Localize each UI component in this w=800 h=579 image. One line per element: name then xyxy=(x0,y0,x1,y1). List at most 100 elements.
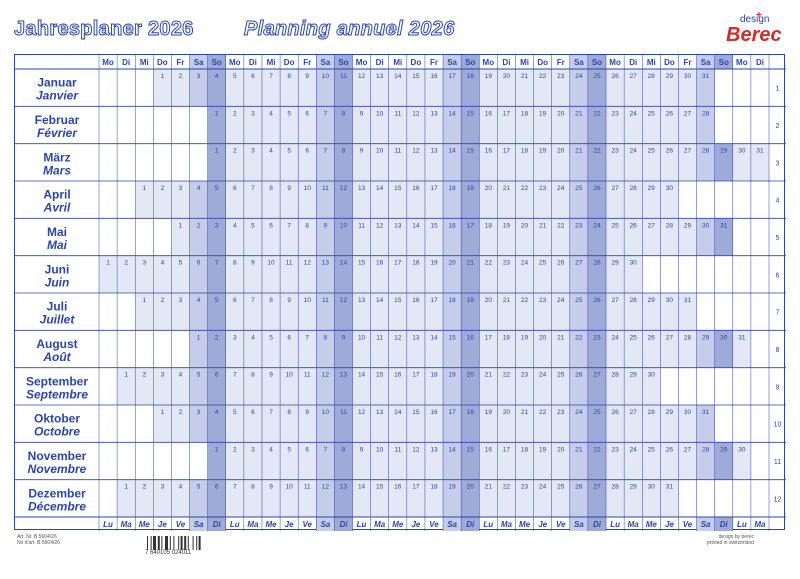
day-cell xyxy=(243,405,262,443)
day-number: 8 xyxy=(251,372,255,379)
weekday-footer-label: Sa xyxy=(701,520,711,529)
day-cell xyxy=(642,330,661,368)
day-number: 23 xyxy=(521,372,529,379)
day-cell xyxy=(424,218,444,256)
weekday-footer-label: Ve xyxy=(429,520,439,529)
day-cell xyxy=(714,330,733,368)
day-number: 9 xyxy=(305,73,309,80)
day-number: 31 xyxy=(666,484,674,491)
month-name-french: Juillet xyxy=(40,313,76,327)
day-cell xyxy=(479,218,498,256)
day-number: 30 xyxy=(648,484,656,491)
day-cell xyxy=(443,143,462,181)
day-cell xyxy=(243,479,262,517)
month-name-german: März xyxy=(43,150,70,164)
day-number: 15 xyxy=(376,372,384,379)
day-cell xyxy=(298,255,317,293)
day-number: 17 xyxy=(448,73,456,80)
day-number: 1 xyxy=(215,148,219,155)
day-number: 30 xyxy=(684,409,692,416)
year-planner-grid: Mo Lu Di Ma Mi Me Do Je Fr Ve Sa Sa So Di Mo Lu Di Ma Mi Me… xyxy=(14,54,786,531)
day-number: 3 xyxy=(161,484,165,491)
day-cell xyxy=(316,405,335,443)
day-cell xyxy=(189,69,208,107)
day-number: 12 xyxy=(394,334,402,341)
day-number: 14 xyxy=(358,372,366,379)
day-cell xyxy=(298,106,317,144)
day-cell xyxy=(406,330,425,368)
day-cell xyxy=(424,69,444,107)
weekday-footer-label: Je xyxy=(665,520,674,529)
day-number: 5 xyxy=(233,73,237,80)
day-number: 19 xyxy=(485,73,493,80)
day-number: 27 xyxy=(611,185,619,192)
day-cell xyxy=(370,181,389,219)
weekday-header-label: Mo xyxy=(483,58,495,67)
day-number: 10 xyxy=(322,73,330,80)
day-cell xyxy=(497,405,516,443)
day-cell xyxy=(587,69,607,107)
day-number: 29 xyxy=(702,334,710,341)
weekday-header-label: Do xyxy=(157,58,168,67)
month-row-number: 10 xyxy=(774,422,782,429)
day-cell xyxy=(316,479,335,517)
day-cell xyxy=(551,293,570,331)
day-number: 11 xyxy=(340,409,347,416)
day-cell xyxy=(424,293,444,331)
day-cell xyxy=(461,218,480,256)
day-number: 13 xyxy=(340,484,348,491)
day-number: 6 xyxy=(269,222,273,229)
day-number: 25 xyxy=(575,297,583,304)
day-cell xyxy=(533,479,552,517)
day-cell xyxy=(515,442,534,480)
month-row-number: 3 xyxy=(776,160,780,167)
weekday-footer-label: Ve xyxy=(302,520,312,529)
weekday-footer-label: Ma xyxy=(121,520,133,529)
day-number: 16 xyxy=(485,446,493,453)
day-number: 15 xyxy=(376,484,384,491)
day-cell xyxy=(642,218,661,256)
day-number: 20 xyxy=(521,222,529,229)
day-number: 3 xyxy=(233,334,237,341)
day-cell xyxy=(207,255,226,293)
weekday-footer-label: Je xyxy=(538,520,547,529)
day-cell xyxy=(624,143,643,181)
day-cell xyxy=(497,181,516,219)
header-weekend-cell xyxy=(316,55,335,69)
day-cell xyxy=(461,479,480,517)
day-number: 16 xyxy=(448,222,456,229)
day-number: 17 xyxy=(503,148,511,155)
day-number: 19 xyxy=(539,110,547,117)
day-number: 10 xyxy=(376,446,384,453)
day-cell xyxy=(352,218,371,256)
day-number: 12 xyxy=(340,185,348,192)
header-weekend-cell xyxy=(207,55,226,69)
day-cell xyxy=(280,181,299,219)
day-number: 17 xyxy=(448,409,456,416)
day-cell xyxy=(569,143,588,181)
day-number: 6 xyxy=(215,372,219,379)
day-number: 9 xyxy=(324,222,328,229)
weekday-footer-label: Ma xyxy=(247,520,259,529)
day-cell xyxy=(334,218,353,256)
day-number: 26 xyxy=(666,148,674,155)
day-cell xyxy=(334,479,353,517)
day-cell xyxy=(424,255,444,293)
day-number: 27 xyxy=(593,484,601,491)
day-number: 5 xyxy=(251,222,255,229)
day-number: 7 xyxy=(324,446,328,453)
day-cell xyxy=(606,405,625,443)
day-number: 31 xyxy=(702,409,710,416)
day-number: 8 xyxy=(287,409,291,416)
barcode-bar xyxy=(157,536,160,550)
day-number: 17 xyxy=(430,185,438,192)
day-number: 3 xyxy=(251,446,255,453)
weekday-footer-label: Sa xyxy=(320,520,330,529)
month-row-number: 12 xyxy=(774,496,782,503)
footer-weekend-cell xyxy=(696,517,715,531)
day-number: 13 xyxy=(430,110,438,117)
weekday-header-label: Mi xyxy=(393,58,402,67)
barcode-bar xyxy=(180,536,183,550)
day-cell xyxy=(497,330,516,368)
day-cell xyxy=(678,69,697,107)
